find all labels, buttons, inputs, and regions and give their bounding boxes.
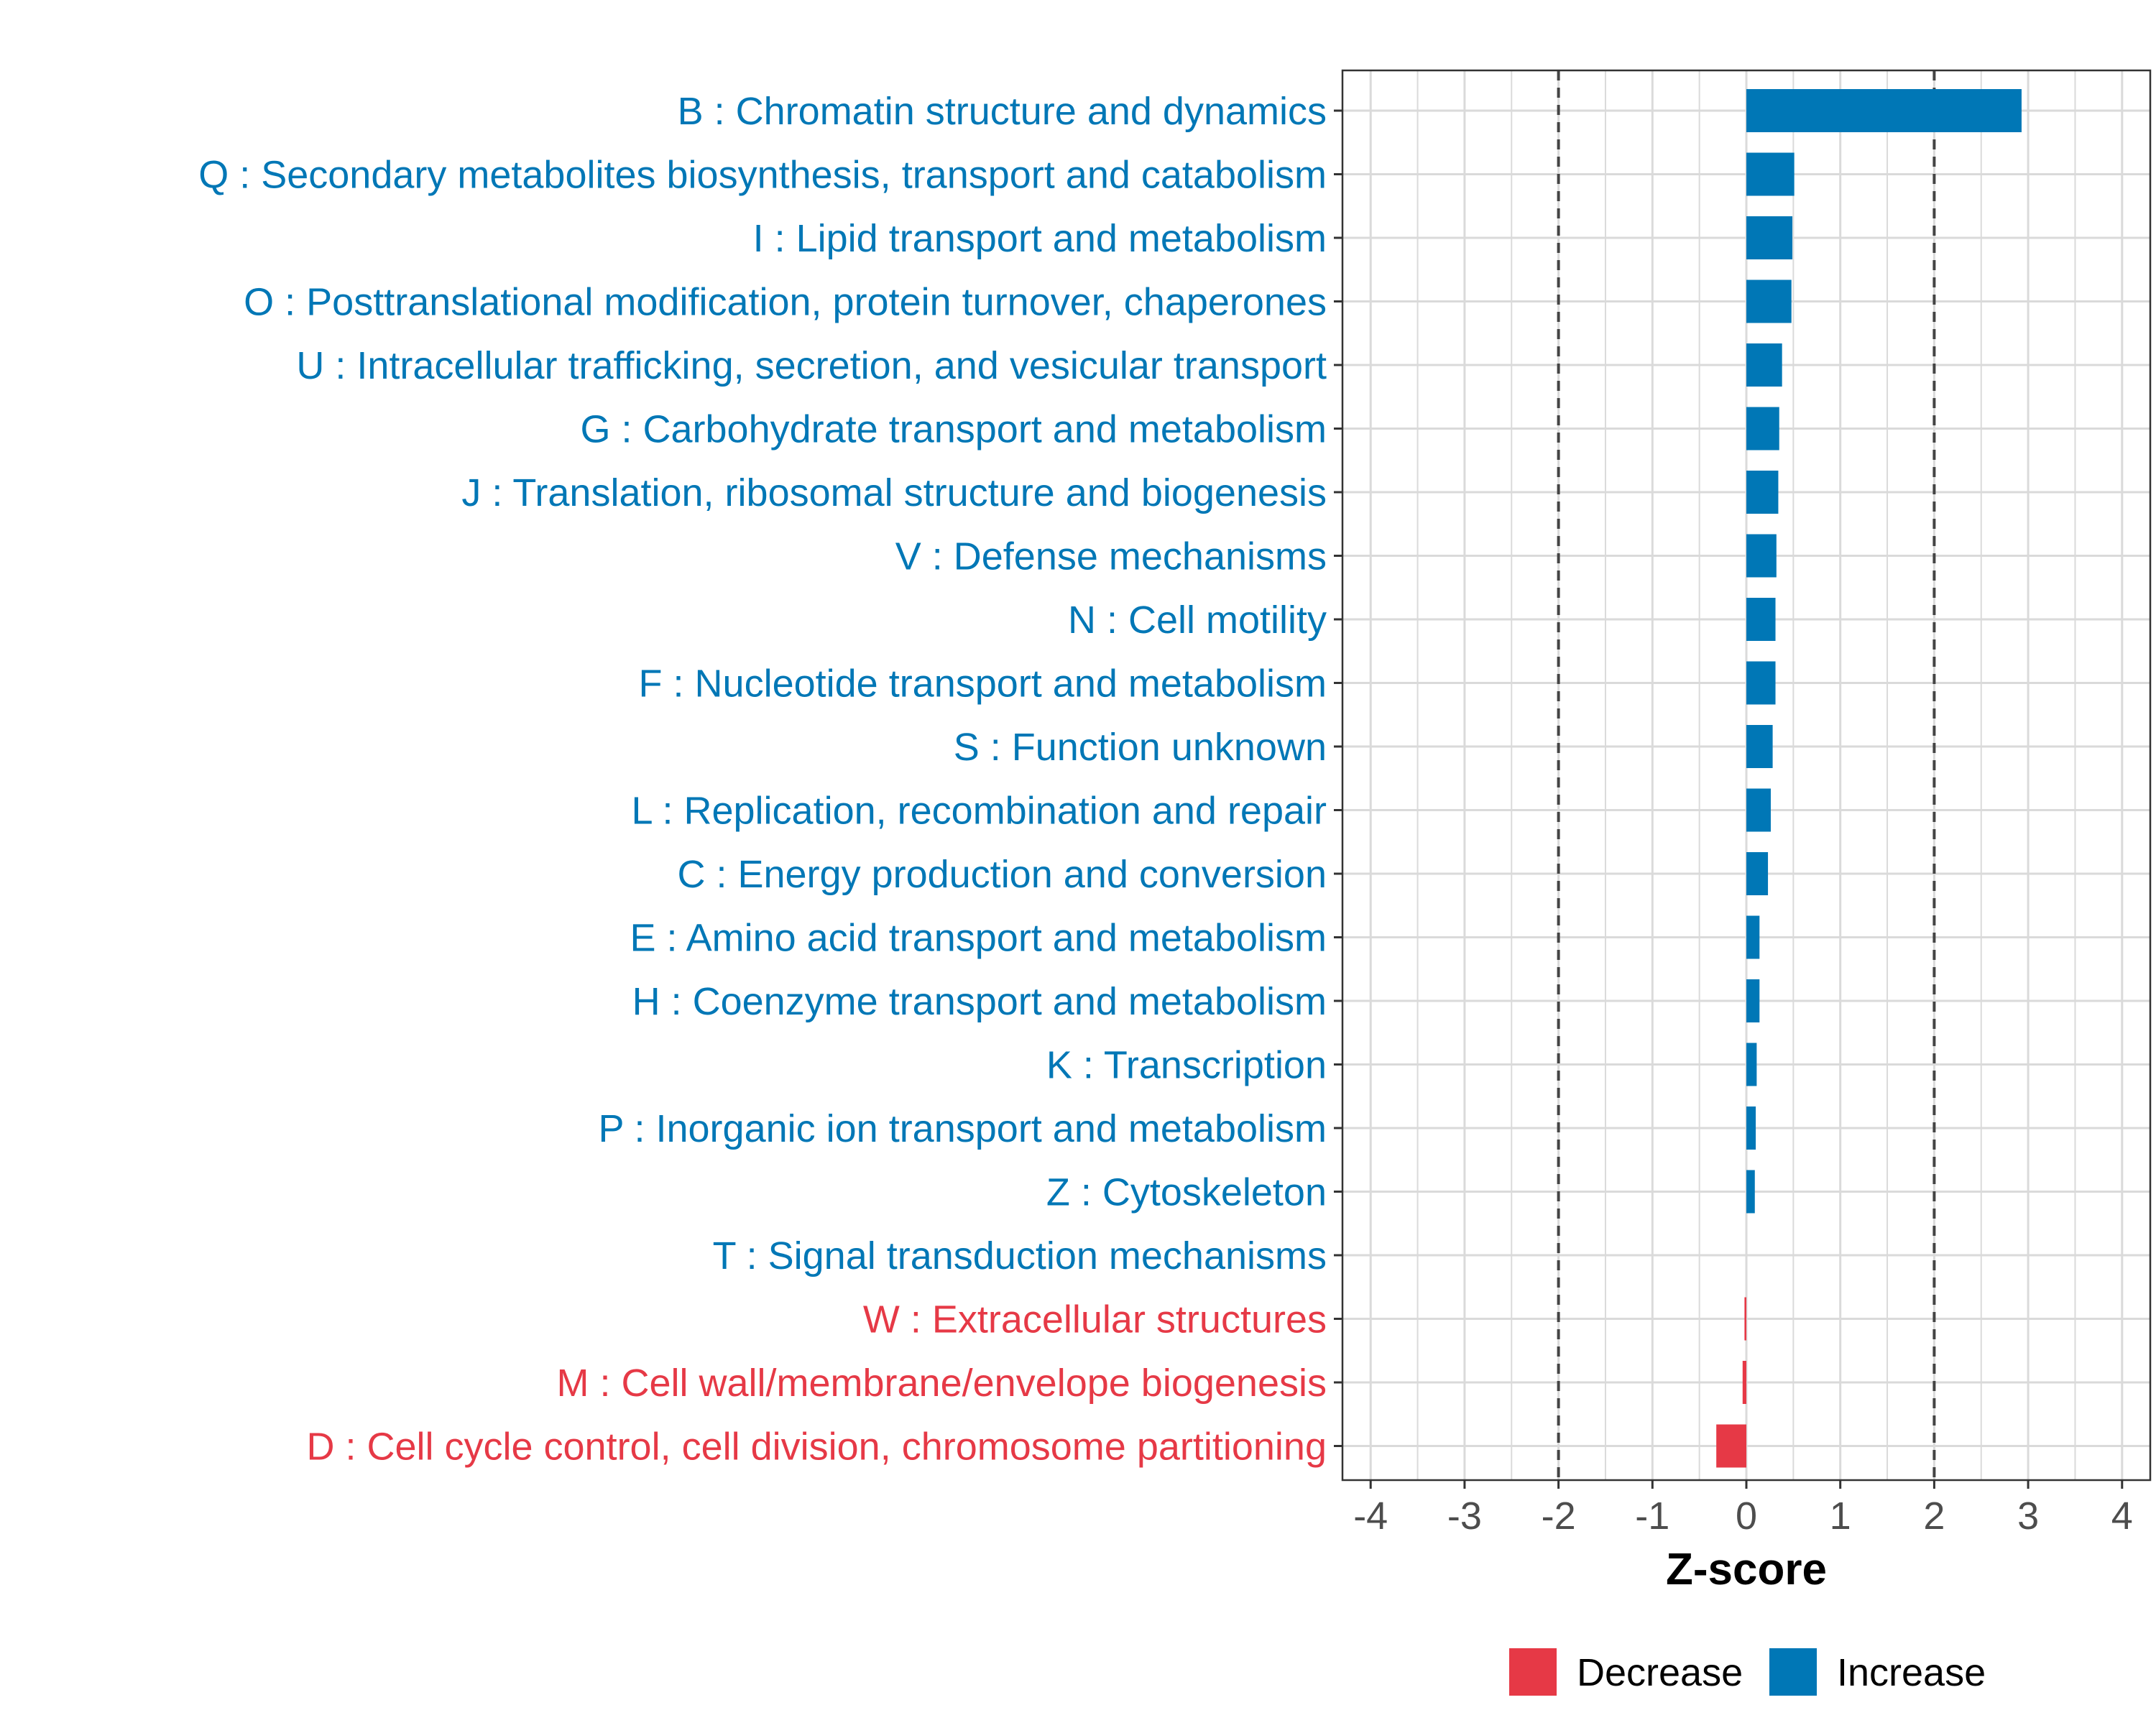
bar — [1746, 915, 1760, 959]
y-tick-label: N : Cell motility — [1068, 599, 1327, 642]
y-tick-label: T : Signal transduction mechanisms — [713, 1234, 1327, 1277]
legend: Decrease Increase — [1509, 1648, 1986, 1696]
y-axis-ticks — [1334, 109, 1342, 1447]
y-tick-label: Q : Secondary metabolites biosynthesis, … — [198, 154, 1327, 197]
y-tick-label: F : Nucleotide transport and metabolism — [639, 662, 1327, 706]
y-tick-label: M : Cell wall/membrane/envelope biogenes… — [556, 1362, 1327, 1405]
bar — [1746, 1170, 1755, 1214]
x-axis-ticks: -4 -3 -2 -1 0 1 2 3 4 — [1353, 1480, 2133, 1538]
x-tick-label: 1 — [1830, 1494, 1851, 1538]
bar — [1746, 89, 2022, 132]
y-tick-label: K : Transcription — [1046, 1044, 1327, 1087]
legend-label: Decrease — [1577, 1651, 1743, 1694]
x-tick-label: 2 — [1923, 1494, 1945, 1538]
y-tick-label: O : Posttranslational modification, prot… — [244, 281, 1327, 324]
y-tick-label: H : Coenzyme transport and metabolism — [632, 980, 1327, 1023]
legend-swatch — [1509, 1648, 1557, 1696]
y-tick-label: U : Intracellular trafficking, secretion… — [296, 344, 1327, 387]
x-tick-label: -4 — [1353, 1494, 1388, 1538]
bar — [1746, 1043, 1757, 1086]
bar — [1746, 343, 1782, 387]
x-tick-label: 4 — [2111, 1494, 2133, 1538]
y-tick-label: L : Replication, recombination and repai… — [631, 790, 1327, 833]
bar — [1746, 979, 1760, 1022]
y-axis-labels: B : Chromatin structure and dynamics Q : … — [198, 90, 1327, 1469]
bar — [1746, 534, 1777, 578]
bar — [1744, 1297, 1746, 1341]
x-tick-label: -1 — [1635, 1494, 1669, 1538]
y-tick-label: G : Carbohydrate transport and metabolis… — [581, 408, 1327, 451]
bar — [1742, 1361, 1746, 1404]
bar — [1746, 661, 1776, 705]
bar — [1746, 407, 1779, 451]
bar — [1746, 279, 1792, 323]
bar — [1746, 598, 1776, 641]
x-tick-label: -2 — [1542, 1494, 1576, 1538]
y-tick-label: W : Extracellular structures — [863, 1298, 1327, 1341]
bar — [1746, 852, 1769, 895]
y-tick-label: I : Lipid transport and metabolism — [753, 217, 1327, 260]
bars — [1716, 89, 2022, 1468]
bar — [1746, 216, 1793, 259]
y-tick-label: B : Chromatin structure and dynamics — [678, 90, 1327, 133]
y-tick-label: D : Cell cycle control, cell division, c… — [306, 1426, 1327, 1469]
x-tick-label: 3 — [2017, 1494, 2039, 1538]
reference-lines — [1557, 70, 1936, 1480]
legend-swatch — [1769, 1648, 1817, 1696]
bar — [1746, 471, 1779, 514]
y-tick-label: V : Defense mechanisms — [895, 535, 1327, 578]
y-tick-label: S : Function unknown — [954, 726, 1327, 769]
bar — [1746, 152, 1795, 196]
legend-label: Increase — [1837, 1651, 1986, 1694]
y-tick-label: J : Translation, ribosomal structure and… — [461, 471, 1327, 514]
bar — [1746, 1106, 1756, 1150]
x-tick-label: 0 — [1736, 1494, 1757, 1538]
bar — [1716, 1424, 1746, 1468]
x-axis-title: Z-score — [1666, 1545, 1827, 1594]
x-tick-label: -3 — [1447, 1494, 1482, 1538]
bar — [1746, 788, 1771, 832]
y-tick-label: P : Inorganic ion transport and metaboli… — [598, 1107, 1327, 1150]
bar — [1746, 725, 1773, 768]
y-tick-label: Z : Cytoskeleton — [1046, 1171, 1327, 1214]
y-tick-label: C : Energy production and conversion — [677, 853, 1327, 896]
y-tick-label: E : Amino acid transport and metabolism — [630, 917, 1327, 960]
